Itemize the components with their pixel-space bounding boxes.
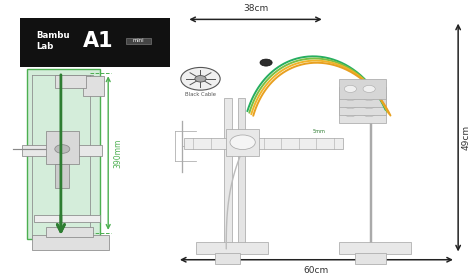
Bar — [46, 131, 79, 164]
Circle shape — [260, 59, 272, 66]
Bar — [27, 69, 100, 239]
Circle shape — [344, 93, 356, 101]
Bar — [224, 98, 232, 249]
Bar — [55, 164, 69, 188]
Text: 49cm: 49cm — [462, 125, 471, 150]
Text: mini: mini — [132, 38, 144, 43]
Circle shape — [195, 76, 206, 82]
Circle shape — [181, 68, 220, 90]
Circle shape — [363, 85, 375, 92]
Bar — [339, 103, 385, 123]
Bar — [184, 138, 343, 149]
Text: A1: A1 — [83, 31, 114, 51]
Bar — [339, 87, 385, 107]
Bar — [226, 129, 259, 156]
Bar — [215, 253, 240, 264]
Text: 390mm: 390mm — [114, 138, 123, 168]
Bar — [32, 235, 109, 250]
Text: Bambu
Lab: Bambu Lab — [36, 31, 70, 51]
Bar — [339, 242, 411, 254]
Text: 38cm: 38cm — [243, 4, 268, 13]
Circle shape — [344, 85, 356, 92]
Bar — [355, 253, 385, 264]
Circle shape — [344, 102, 356, 109]
Bar — [55, 75, 86, 88]
Text: 60cm: 60cm — [304, 267, 329, 275]
Bar — [238, 98, 245, 249]
Bar — [339, 79, 385, 99]
Circle shape — [344, 110, 356, 117]
Bar — [196, 242, 268, 254]
Circle shape — [55, 145, 70, 153]
Text: Black Cable: Black Cable — [185, 92, 216, 97]
Circle shape — [363, 110, 375, 117]
Text: 5mm: 5mm — [313, 129, 326, 134]
Circle shape — [363, 102, 375, 109]
Circle shape — [230, 135, 255, 150]
Bar — [22, 145, 102, 156]
Circle shape — [363, 93, 375, 101]
Bar — [20, 18, 170, 67]
Bar — [46, 227, 93, 237]
Bar — [34, 215, 100, 222]
Bar — [126, 38, 151, 44]
Bar — [83, 76, 104, 96]
Bar — [339, 95, 385, 115]
